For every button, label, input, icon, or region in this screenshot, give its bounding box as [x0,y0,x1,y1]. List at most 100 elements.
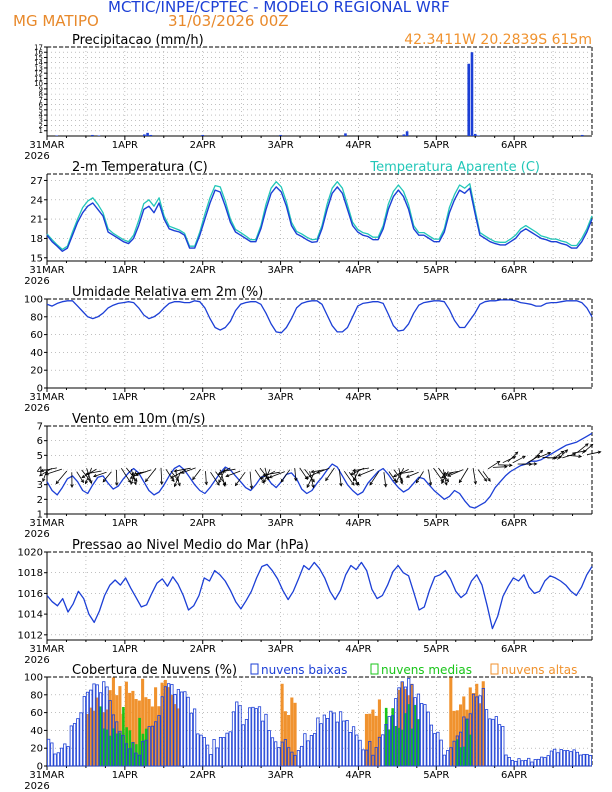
cloud-high-bar [150,706,154,766]
wind-barb-head [597,450,602,454]
cloud-high-bar [176,708,180,766]
wind-barb [537,452,551,459]
cloud-medium-bar [115,733,119,766]
wind-barb-head [399,480,404,485]
wind-barb [576,443,589,453]
wind-barb [120,467,131,483]
location-name: MG MATIPO [13,12,99,30]
cloud-low-bar [251,706,255,767]
precip-bar [467,63,471,136]
cloud-low-bar [199,734,203,767]
y-tick-label: 8 [39,91,43,99]
x-tick-label: 2APR [190,770,216,781]
cloud-high-bar [377,699,381,766]
x-tick-label: 3APR [267,392,293,403]
wind-barb-head [316,470,321,474]
cloud-high-bar [85,713,90,766]
wind-barb [116,469,118,486]
y-tick-label: 60 [30,330,43,341]
wind-barb-head [473,480,477,485]
y-tick-label: 20 [30,366,43,377]
y-tick-label: 1016 [18,589,43,600]
cloud-low-bar [562,750,567,767]
wind-barb-head [533,462,538,466]
x-tick-label: 31MAR [29,518,64,529]
cloud-low-bar [79,712,83,767]
cloud-low-bar [407,678,411,767]
cloud-low-bar [494,716,498,767]
cloud-low-bar [235,701,239,767]
x-year-label: 2026 [24,276,49,287]
y-tick-label: 5 [37,451,43,462]
wind-barb [438,467,449,482]
coordinates-label: 42.3411W 20.2839S 615m [404,32,592,48]
cloud-low-bar [566,750,570,767]
cloud-high-bar [458,704,463,766]
cloud-low-bar [154,721,158,767]
cloud-low-bar [277,746,281,767]
cloud-medium-bar [462,746,466,766]
x-tick-label: 3APR [267,644,293,655]
cloud-low-bar [157,715,161,767]
wind-barb-head [222,483,226,487]
cloud-low-bar [59,747,64,767]
cloud-low-bar [231,711,236,767]
mslp-title: Pressao ao Nivel Medio do Mar (hPa) [72,538,309,553]
x-tick-label: 5APR [423,770,449,781]
cloud-low-bar [517,758,521,767]
precip-bar [146,132,149,136]
cloud-low-bar [267,730,271,767]
y-tick-label: 3 [37,480,43,491]
wind-barb-head [234,482,239,487]
x-tick-label: 4APR [345,518,371,529]
y-tick-label: 20 [30,744,43,755]
cloud-low-bar [303,733,307,767]
wind-barb [586,451,601,456]
wind-barb-head [311,484,315,489]
cloud-low-bar [264,713,268,767]
cloud-low-bar [403,686,408,767]
cloud-high-bar [173,704,177,766]
cloud-low-bar [222,737,226,767]
wind-barb [174,467,191,472]
cloud-low-bar [491,718,495,767]
wind-barb [572,450,587,454]
temp-legend: Temperatura Aparente (C) [369,160,540,175]
wind-barb [165,468,175,482]
cloud-low-bar [426,711,430,767]
precip-bar [55,135,59,136]
wind-barb [86,468,92,484]
cloud-low-bar [118,730,122,767]
cloud-low-bar [147,726,151,767]
cloud-low-bar [559,749,563,767]
wind-barb [254,469,265,484]
cloud-low-bar [504,754,508,767]
y-tick-label: 4 [39,112,44,120]
wind-barb-head [173,483,178,488]
precip-bar [143,134,146,136]
cloud-medium-bar [112,728,115,766]
cloud-low-bar [248,707,252,767]
wind-barb-head [442,471,447,476]
wind-barb-head [44,471,49,476]
y-tick-label: 80 [30,690,43,701]
cloud-low-bar [345,720,349,767]
wind-barb [497,464,512,466]
cloud-medium-bar [384,707,388,766]
cloud-low-bar [540,756,544,767]
wind-barb-head [357,473,362,477]
x-tick-label: 1APR [112,140,138,151]
legend-low-clouds: nuvens baixas [261,663,347,677]
cloud-medium-bar [410,728,414,766]
wind-barb [304,469,315,483]
cloud-high-bar [481,681,485,766]
chart-header: MCTIC/INPE/CPTEC - MODELO REGIONAL WRF M… [0,0,612,40]
wind-barb-head [564,449,569,453]
x-tick-label: 3APR [267,518,293,529]
wind-barb [55,470,68,484]
x-tick-label: 2APR [190,140,216,151]
cloud-low-bar [484,709,489,767]
y-tick-label: 17 [34,43,43,51]
cloud-medium-bar [131,742,135,766]
wind-barb-head [259,475,264,480]
